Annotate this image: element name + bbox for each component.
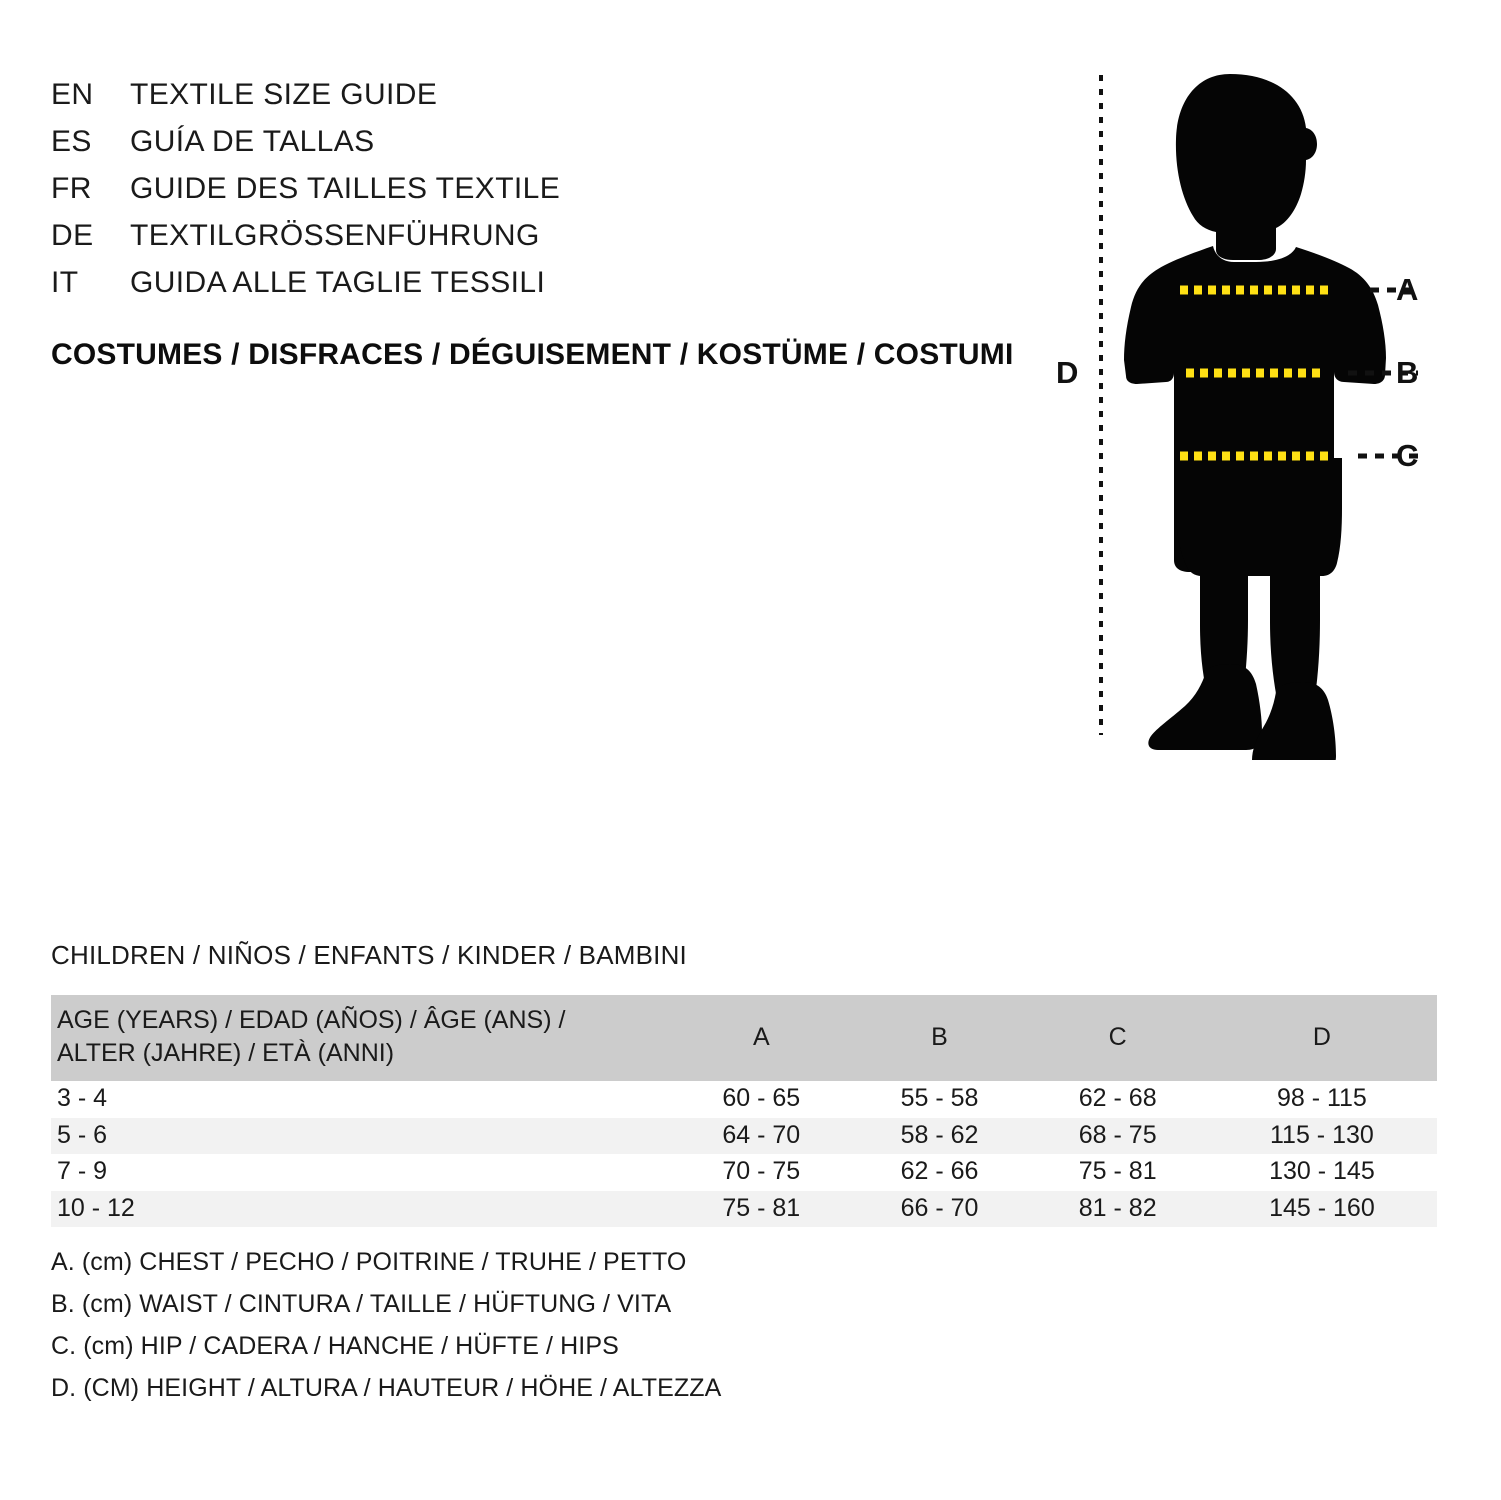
language-row-es: ES GUÍA DE TALLAS: [51, 125, 751, 172]
language-row-en: EN TEXTILE SIZE GUIDE: [51, 78, 751, 125]
table-row: 3 - 4 60 - 65 55 - 58 62 - 68 98 - 115: [51, 1081, 1437, 1118]
language-text-en: TEXTILE SIZE GUIDE: [130, 78, 438, 111]
cell-a: 70 - 75: [672, 1154, 851, 1191]
table-header-row: AGE (YEARS) / EDAD (AÑOS) / ÂGE (ANS) / …: [51, 995, 1437, 1081]
cell-c: 75 - 81: [1028, 1154, 1207, 1191]
cell-age: 7 - 9: [51, 1154, 673, 1191]
column-header-age-line2: ALTER (JAHRE) / ETÀ (ANNI): [57, 1039, 395, 1067]
column-header-b: B: [850, 995, 1029, 1081]
language-code-it: IT: [51, 266, 79, 299]
cell-a: 75 - 81: [672, 1190, 851, 1227]
cell-d: 98 - 115: [1206, 1081, 1437, 1118]
cell-b: 55 - 58: [850, 1081, 1029, 1118]
cell-d: 115 - 130: [1206, 1117, 1437, 1154]
column-header-d: D: [1206, 995, 1437, 1081]
column-header-age: AGE (YEARS) / EDAD (AÑOS) / ÂGE (ANS) / …: [51, 995, 673, 1081]
child-silhouette-icon: [1099, 74, 1418, 760]
size-table: AGE (YEARS) / EDAD (AÑOS) / ÂGE (ANS) / …: [51, 995, 1437, 1227]
cell-b: 66 - 70: [850, 1190, 1029, 1227]
language-text-es: GUÍA DE TALLAS: [130, 125, 375, 158]
table-row: 7 - 9 70 - 75 62 - 66 75 - 81 130 - 145: [51, 1154, 1437, 1191]
cell-b: 62 - 66: [850, 1154, 1029, 1191]
cell-age: 5 - 6: [51, 1117, 673, 1154]
legend-row-a: A. (cm) CHEST / PECHO / POITRINE / TRUHE…: [51, 1248, 687, 1276]
column-header-c: C: [1028, 995, 1207, 1081]
dimension-label-b: B: [1396, 355, 1419, 390]
table-body: 3 - 4 60 - 65 55 - 58 62 - 68 98 - 115 5…: [51, 1081, 1437, 1227]
dimension-label-c: C: [1396, 438, 1419, 473]
table-row: 5 - 6 64 - 70 58 - 62 68 - 75 115 - 130: [51, 1117, 1437, 1154]
table-section-title: CHILDREN / NIÑOS / ENFANTS / KINDER / BA…: [51, 940, 687, 970]
cell-c: 62 - 68: [1028, 1081, 1207, 1118]
cell-a: 64 - 70: [672, 1117, 851, 1154]
legend-row-c: C. (cm) HIP / CADERA / HANCHE / HÜFTE / …: [51, 1332, 619, 1360]
language-text-fr: GUIDE DES TAILLES TEXTILE: [130, 172, 561, 205]
legend-row-d: D. (CM) HEIGHT / ALTURA / HAUTEUR / HÖHE…: [51, 1374, 722, 1402]
language-text-it: GUIDA ALLE TAGLIE TESSILI: [130, 266, 546, 299]
measurement-legend: A. (cm) CHEST / PECHO / POITRINE / TRUHE…: [51, 1248, 721, 1416]
legend-row-b: B. (cm) WAIST / CINTURA / TAILLE / HÜFTU…: [51, 1290, 672, 1318]
cell-a: 60 - 65: [672, 1081, 851, 1118]
cell-d: 145 - 160: [1206, 1190, 1437, 1227]
language-row-fr: FR GUIDE DES TAILLES TEXTILE: [51, 172, 751, 219]
column-header-age-line1: AGE (YEARS) / EDAD (AÑOS) / ÂGE (ANS) /: [57, 1006, 566, 1034]
language-code-en: EN: [51, 78, 94, 111]
silhouette-figure: [1030, 60, 1470, 760]
cell-c: 81 - 82: [1028, 1190, 1207, 1227]
silhouette-body: [1124, 74, 1386, 760]
language-code-fr: FR: [51, 172, 92, 205]
cell-age: 3 - 4: [51, 1081, 673, 1118]
language-code-de: DE: [51, 219, 94, 252]
language-text-de: TEXTILGRÖSSENFÜHRUNG: [130, 219, 540, 252]
column-header-a: A: [672, 995, 851, 1081]
table-head: AGE (YEARS) / EDAD (AÑOS) / ÂGE (ANS) / …: [51, 995, 1437, 1081]
category-line: COSTUMES / DISFRACES / DÉGUISEMENT / KOS…: [51, 338, 1014, 371]
language-row-it: IT GUIDA ALLE TAGLIE TESSILI: [51, 266, 751, 313]
table-row: 10 - 12 75 - 81 66 - 70 81 - 82 145 - 16…: [51, 1190, 1437, 1227]
cell-age: 10 - 12: [51, 1190, 673, 1227]
dimension-label-a: A: [1396, 272, 1419, 307]
language-row-de: DE TEXTILGRÖSSENFÜHRUNG: [51, 219, 751, 266]
cell-b: 58 - 62: [850, 1117, 1029, 1154]
language-title-block: EN TEXTILE SIZE GUIDE ES GUÍA DE TALLAS …: [51, 78, 751, 313]
language-code-es: ES: [51, 125, 92, 158]
cell-d: 130 - 145: [1206, 1154, 1437, 1191]
cell-c: 68 - 75: [1028, 1117, 1207, 1154]
dimension-label-d: D: [1056, 355, 1079, 390]
